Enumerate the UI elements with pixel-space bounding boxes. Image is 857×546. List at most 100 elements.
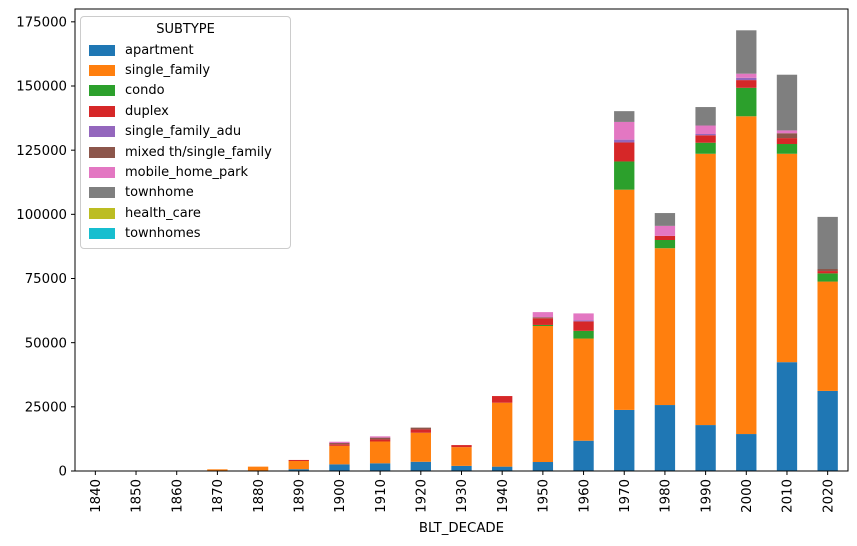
x-tick-label: 1850 xyxy=(130,479,145,513)
bar-segment xyxy=(695,134,716,136)
legend-label: condo xyxy=(125,83,165,99)
legend-item-apartment: apartment xyxy=(89,40,282,60)
bar-segment xyxy=(492,396,513,403)
bar-segment xyxy=(817,273,838,282)
bar-segment xyxy=(817,269,838,272)
bar-segment xyxy=(329,464,350,471)
bar-segment xyxy=(736,116,757,435)
legend-label: apartment xyxy=(125,42,194,58)
x-tick-label: 2020 xyxy=(821,479,836,513)
bar-segment xyxy=(695,107,716,126)
legend-item-townhome: townhome xyxy=(89,183,282,203)
bar-segment xyxy=(369,437,391,440)
bar-segment xyxy=(817,216,838,269)
bar-segment xyxy=(654,235,676,240)
bar-segment xyxy=(573,313,594,321)
bar-segment xyxy=(329,443,350,445)
legend-title: SUBTYPE xyxy=(156,22,215,37)
bar-segment xyxy=(532,318,554,325)
bar-segment xyxy=(451,447,472,466)
legend-swatch-icon xyxy=(89,44,115,56)
bar-segment xyxy=(573,330,594,339)
x-tick-label: 1890 xyxy=(292,479,307,513)
x-tick-label: 1960 xyxy=(577,479,592,513)
bar-segment xyxy=(776,144,798,154)
bar-segment xyxy=(614,161,635,190)
x-tick-label: 1970 xyxy=(618,479,633,513)
legend-item-mobile-home-park: mobile_home_park xyxy=(89,162,282,182)
bar-segment xyxy=(817,271,838,274)
bar-segment xyxy=(410,461,431,471)
x-tick-label: 1950 xyxy=(537,479,552,513)
legend-label: mobile_home_park xyxy=(125,165,249,181)
bar-segment xyxy=(573,321,594,331)
x-tick-label: 2010 xyxy=(781,479,796,513)
bar-segment xyxy=(329,441,350,444)
bar-segment xyxy=(776,362,798,471)
bar-segment xyxy=(451,465,472,471)
x-tick-label: 1880 xyxy=(252,479,267,513)
legend-label: duplex xyxy=(125,103,169,119)
bar-segment xyxy=(654,248,676,406)
y-tick-label: 175000 xyxy=(16,16,67,31)
x-tick-label: 1840 xyxy=(89,479,104,513)
legend-swatch-icon xyxy=(89,207,115,219)
bar-segment xyxy=(695,135,716,143)
bar-segment xyxy=(247,466,269,471)
legend-swatch-icon xyxy=(89,187,115,199)
legend-label: single_family xyxy=(125,63,211,79)
bar-segment xyxy=(736,80,757,88)
bar-segment xyxy=(532,325,554,463)
x-tick-label: 1870 xyxy=(211,479,226,513)
bar-segment xyxy=(736,73,757,78)
legend-swatch-icon xyxy=(89,105,115,117)
bar-segment xyxy=(614,139,635,143)
bar-segment xyxy=(695,425,716,471)
bar-segment xyxy=(369,463,391,471)
bar-segment xyxy=(288,460,309,470)
y-tick-label: 0 xyxy=(59,465,67,480)
bar-segment xyxy=(573,338,594,441)
bar-segment xyxy=(736,77,757,81)
y-tick-label: 100000 xyxy=(16,208,67,223)
bar-segment xyxy=(614,121,635,140)
bar-segment xyxy=(776,138,798,144)
x-tick-label: 1940 xyxy=(496,479,511,513)
bar-segment xyxy=(817,390,838,471)
bar-segment xyxy=(695,142,716,154)
bar-segment xyxy=(369,439,391,442)
legend-swatch-icon xyxy=(89,65,115,77)
bar-segment xyxy=(654,240,676,249)
legend-item-single-family-adu: single_family_adu xyxy=(89,122,282,142)
y-tick-label: 125000 xyxy=(16,144,67,159)
bar-segment xyxy=(532,312,554,318)
bar-segment xyxy=(492,466,513,471)
bar-segment xyxy=(736,87,757,117)
legend-item-duplex: duplex xyxy=(89,101,282,121)
x-axis-label: BLT_DECADE xyxy=(419,521,504,536)
bar-segment xyxy=(776,130,798,134)
bar-segment xyxy=(451,445,472,448)
bar-segment xyxy=(654,225,676,236)
bar-segment xyxy=(614,189,635,410)
x-tick-label: 1980 xyxy=(659,479,674,513)
legend-item-townhomes: townhomes xyxy=(89,224,282,244)
legend-swatch-icon xyxy=(89,126,115,138)
bar-segment xyxy=(573,320,594,322)
bar-segment xyxy=(410,429,431,433)
bar-segment xyxy=(736,30,757,74)
bar-segment xyxy=(329,445,350,465)
legend-label: townhomes xyxy=(125,226,201,242)
legend-item-condo: condo xyxy=(89,81,282,101)
bar-segment xyxy=(614,409,635,471)
x-tick-label: 2000 xyxy=(740,479,755,513)
x-tick-label: 1920 xyxy=(415,479,430,513)
bar-segment xyxy=(207,469,228,471)
bar-segment xyxy=(736,434,757,471)
bar-segment xyxy=(369,441,391,464)
bar-segment xyxy=(410,427,431,430)
bar-segment xyxy=(329,444,350,446)
